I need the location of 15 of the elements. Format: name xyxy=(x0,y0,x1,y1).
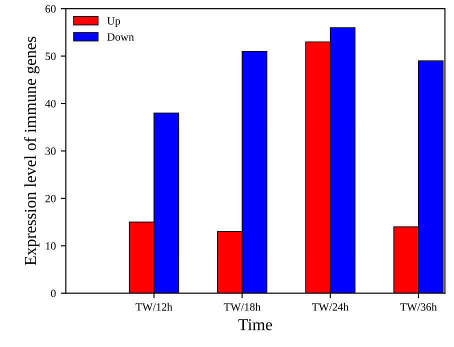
y-axis-title: Expression level of immune genes xyxy=(24,36,40,266)
y-tick-label: 40 xyxy=(45,100,56,108)
y-tick-label: 10 xyxy=(46,242,56,250)
y-tick-label: 50 xyxy=(46,52,56,60)
x-tick-label: TW/36h xyxy=(400,302,437,311)
x-axis-title: Time xyxy=(238,319,272,330)
y-tick-label: 30 xyxy=(46,147,56,155)
y-tick-label: 60 xyxy=(45,5,56,13)
legend-label: Up xyxy=(107,17,120,27)
y-tick-label: 20 xyxy=(45,194,56,202)
x-tick-label: TW/12h xyxy=(136,302,172,311)
x-tick-label: TW/24h xyxy=(312,302,349,311)
legend-label: Down xyxy=(107,33,134,41)
x-tick-label: TW/18h xyxy=(224,302,261,311)
y-tick-label: 0 xyxy=(50,290,56,298)
